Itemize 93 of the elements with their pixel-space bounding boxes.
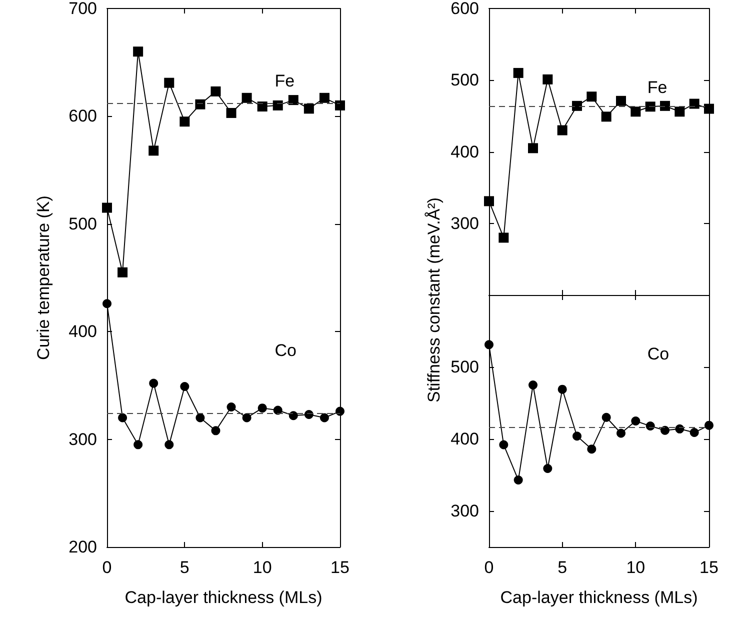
y-tick-label: 500 <box>450 70 479 90</box>
point <box>543 464 552 474</box>
point <box>102 202 112 213</box>
point <box>164 78 174 88</box>
point <box>484 340 494 350</box>
point <box>319 92 330 103</box>
point <box>134 440 143 450</box>
point <box>102 299 112 308</box>
point <box>645 102 656 112</box>
y-tick-label: 600 <box>450 0 479 18</box>
point <box>195 99 206 110</box>
series-label: Fe <box>274 72 295 91</box>
point <box>572 432 582 441</box>
point <box>242 92 252 103</box>
text: Co <box>274 341 296 360</box>
point <box>320 413 329 422</box>
point <box>674 106 685 117</box>
point <box>133 46 144 57</box>
x-tick-label: 15 <box>330 558 350 577</box>
point <box>704 104 714 114</box>
point <box>704 420 714 430</box>
y-tick-label: 600 <box>68 106 97 126</box>
point <box>210 86 221 96</box>
point <box>646 422 655 431</box>
point <box>226 402 236 412</box>
point <box>558 384 567 394</box>
y-tick-label: 500 <box>68 214 97 234</box>
point <box>149 378 158 388</box>
x-tick-label: 10 <box>252 558 272 577</box>
point <box>557 125 568 136</box>
point <box>660 426 670 435</box>
point <box>118 267 128 278</box>
y-axis-title: Curie temperature (K) <box>34 196 53 360</box>
y-tick-label: 200 <box>68 538 97 556</box>
point <box>513 68 524 78</box>
x-axis-title: Cap-layer thickness (MLs) <box>124 588 322 607</box>
y-tick-label: 400 <box>450 142 479 162</box>
point <box>499 440 508 450</box>
point <box>164 440 174 450</box>
y-tick-label: 700 <box>68 0 97 18</box>
point <box>602 412 611 422</box>
point <box>601 112 612 122</box>
point <box>572 100 582 111</box>
x-tick-label: 0 <box>484 558 494 577</box>
text: Co <box>647 344 670 364</box>
point <box>514 476 523 485</box>
point <box>272 100 283 110</box>
point <box>288 411 298 420</box>
point <box>528 380 538 390</box>
x-axis-title: Cap-layer thickness (MLs) <box>500 588 698 607</box>
point <box>586 92 597 102</box>
point <box>528 143 538 154</box>
point <box>616 428 626 438</box>
point <box>336 406 344 416</box>
point <box>242 413 252 422</box>
point <box>180 116 190 127</box>
point <box>498 232 509 243</box>
point <box>616 96 626 106</box>
point <box>542 74 553 84</box>
x-tick-label: 0 <box>102 558 112 577</box>
y-tick-label: 400 <box>450 430 479 448</box>
point <box>690 428 699 438</box>
point <box>258 404 267 413</box>
y-tick-label: 500 <box>450 358 479 376</box>
point <box>630 106 641 117</box>
point <box>660 100 670 111</box>
y-tick-label: 400 <box>68 322 97 342</box>
point <box>273 406 282 415</box>
point <box>148 146 159 156</box>
point <box>484 196 494 206</box>
y-tick-label: 300 <box>450 214 479 233</box>
point <box>335 100 345 110</box>
point <box>304 104 314 114</box>
point <box>257 102 268 112</box>
y-axis-title: Stiffness constant (meV.Å²) <box>424 197 444 403</box>
point <box>587 444 596 454</box>
x-tick-label: 10 <box>626 558 646 577</box>
point <box>631 416 640 426</box>
point <box>304 410 314 420</box>
y-tick-label: 300 <box>68 430 97 449</box>
legend-label: Fe <box>647 78 668 97</box>
point <box>689 98 700 109</box>
point <box>288 95 298 106</box>
point <box>675 424 684 434</box>
y-tick-label: 300 <box>450 502 479 520</box>
x-tick-label: 5 <box>558 558 568 577</box>
x-tick-label: 5 <box>180 558 190 577</box>
point <box>196 413 205 422</box>
point <box>180 382 190 392</box>
x-tick-label: 15 <box>700 558 718 577</box>
point <box>226 108 236 118</box>
point <box>211 426 220 436</box>
point <box>118 413 128 422</box>
